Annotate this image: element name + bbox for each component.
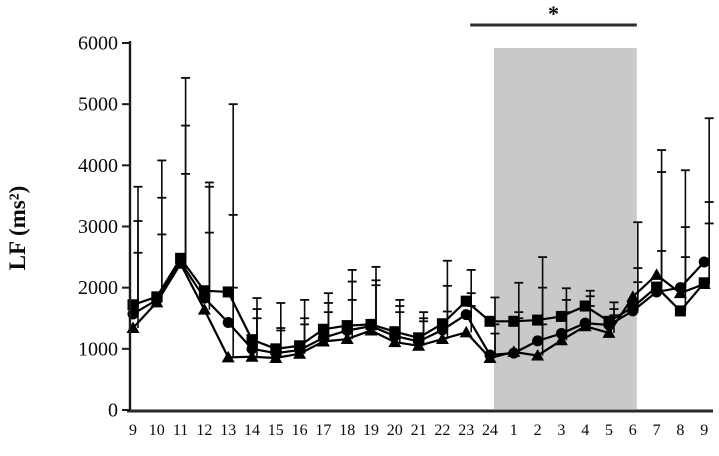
square-marker (317, 323, 329, 335)
x-tick-label: 8 (676, 422, 684, 439)
y-axis-title: LF (ms²) (5, 186, 30, 271)
triangle-marker (269, 351, 283, 364)
triangle-marker (602, 326, 616, 338)
y-tick-label: 2000 (78, 277, 118, 299)
triangle-marker (435, 332, 449, 345)
triangle-marker (364, 323, 378, 336)
x-tick-label: 9 (129, 422, 137, 439)
circle-marker (246, 343, 258, 355)
triangle-marker (507, 345, 521, 357)
y-tick-label: 4000 (78, 155, 118, 177)
y-tick-label: 1000 (78, 338, 118, 360)
x-tick-label: 23 (458, 422, 474, 439)
x-tick-label: 24 (482, 422, 498, 439)
triangle-marker (221, 350, 235, 363)
square-marker (532, 314, 544, 326)
square-marker (436, 318, 448, 330)
x-tick-label: 3 (557, 422, 565, 439)
triangle-marker (174, 257, 188, 269)
triangle-marker (412, 339, 426, 351)
y-tick-label: 3000 (78, 216, 118, 238)
x-tick-label: 10 (149, 422, 165, 439)
night-shaded-region-layer (494, 48, 637, 409)
x-tick-label: 16 (292, 422, 308, 439)
y-tick-label: 5000 (78, 94, 118, 116)
x-tick-label: 2 (534, 422, 542, 439)
circle-marker (603, 319, 615, 331)
circle-marker (198, 292, 210, 304)
triangle-marker (340, 332, 354, 345)
night-shaded-region (494, 48, 637, 409)
x-tick-label: 12 (196, 422, 212, 439)
square-marker (222, 286, 234, 298)
circle-marker (460, 309, 472, 321)
square-marker (246, 334, 258, 346)
triangle-marker (459, 325, 473, 338)
triangle-marker (650, 268, 664, 280)
x-tick-label: 14 (244, 422, 260, 439)
triangle-marker (197, 303, 211, 315)
triangle-marker (150, 295, 164, 308)
x-tick-label: 1 (510, 422, 518, 439)
significance-asterisk: * (548, 1, 559, 26)
triangle-marker (673, 286, 687, 299)
circle-marker (341, 324, 353, 336)
x-tick-label: 7 (653, 422, 661, 439)
triangle-marker (626, 290, 640, 302)
x-tick-label: 9 (700, 422, 708, 439)
x-tick-label: 19 (363, 422, 379, 439)
circle-marker (698, 256, 710, 268)
triangle-marker (697, 277, 711, 289)
square-marker (555, 310, 567, 322)
square-marker (508, 315, 520, 327)
square-marker (127, 299, 139, 311)
circle-marker (627, 305, 639, 317)
circle-marker (555, 328, 567, 340)
x-tick-label: 20 (387, 422, 403, 439)
square-marker (579, 300, 591, 312)
triangle-marker (578, 319, 592, 332)
x-tick-label: 18 (339, 422, 355, 439)
x-tick-label: 15 (268, 422, 284, 439)
y-tick-label: 6000 (78, 33, 118, 55)
square-marker (484, 315, 496, 327)
error-bars-layer (133, 76, 714, 359)
circle-marker (222, 317, 234, 329)
circle-marker (532, 335, 544, 347)
x-tick-label: 13 (220, 422, 236, 439)
square-marker (198, 285, 210, 297)
series-markers-layer (126, 252, 711, 364)
circle-marker (436, 324, 448, 336)
triangle-marker (554, 333, 568, 346)
x-tick-label: 21 (411, 422, 427, 439)
circle-marker (651, 286, 663, 298)
triangle-marker (245, 350, 259, 362)
triangle-marker (388, 335, 402, 348)
x-tick-label: 6 (629, 422, 637, 439)
y-tick-label: 0 (108, 400, 118, 422)
square-marker (460, 295, 472, 307)
triangle-marker (293, 347, 307, 359)
x-tick-label: 22 (434, 422, 450, 439)
x-tick-label: 4 (581, 422, 589, 439)
triangle-marker (483, 351, 497, 364)
square-marker (674, 305, 686, 317)
triangle-marker (316, 334, 330, 347)
x-tick-label: 11 (173, 422, 188, 439)
x-tick-label: 5 (605, 422, 613, 439)
x-tick-label: 17 (315, 422, 331, 439)
triangle-marker (531, 349, 545, 361)
